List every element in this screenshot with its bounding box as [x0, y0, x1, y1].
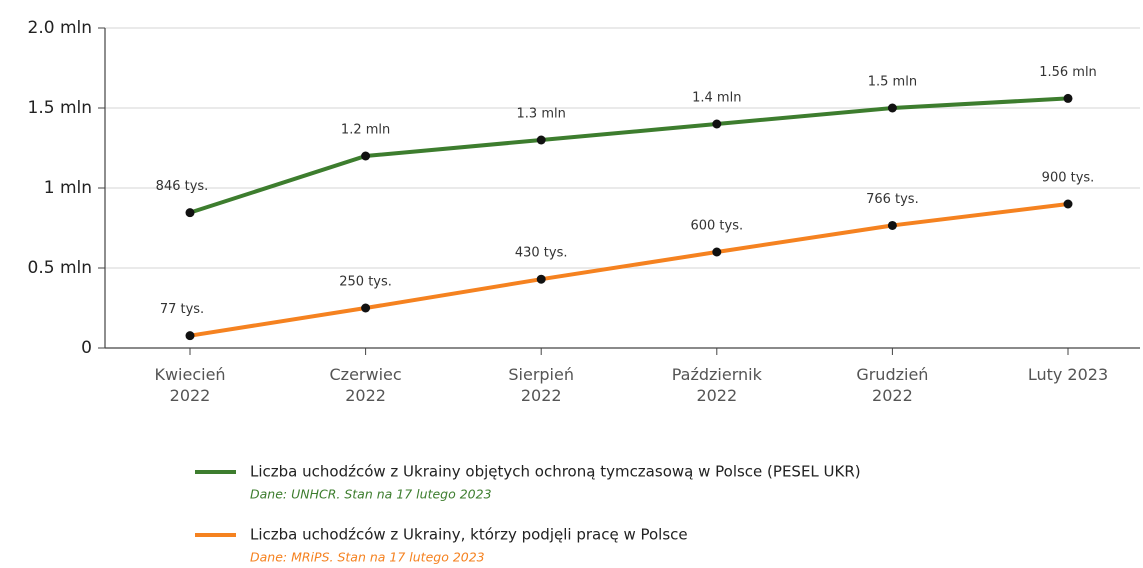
x-tick-label: Kwiecień 2022	[154, 365, 226, 405]
y-tick-label: 0	[81, 338, 92, 358]
data-label: 600 tys.	[690, 219, 743, 234]
y-tick-label: 1 mln	[44, 178, 92, 198]
x-tick-label: Październik 2022	[671, 365, 762, 405]
data-point	[712, 247, 722, 257]
series-line	[189, 202, 1069, 338]
x-tick-label: Czerwiec 2022	[329, 365, 402, 405]
data-point	[361, 303, 371, 313]
data-label: 430 tys.	[515, 246, 568, 261]
data-label: 1.2 mln	[341, 123, 390, 138]
data-point	[887, 103, 897, 113]
data-point	[536, 274, 546, 284]
data-label: 900 tys.	[1042, 171, 1095, 186]
data-label: 846 tys.	[156, 179, 209, 194]
data-point	[185, 208, 195, 218]
x-tick-label: Sierpień 2022	[508, 365, 574, 405]
data-point	[536, 135, 546, 145]
data-label: 766 tys.	[866, 192, 919, 207]
legend-label: Liczba uchodźców z Ukrainy objętych ochr…	[250, 463, 861, 481]
legend-note: Dane: MRiPS. Stan na 17 lutego 2023	[250, 550, 485, 565]
x-tick-label: Luty 2023	[1027, 365, 1109, 384]
data-label: 1.56 mln	[1039, 65, 1097, 80]
data-point	[185, 331, 195, 341]
data-point	[1063, 93, 1073, 103]
data-label: 1.5 mln	[868, 75, 917, 90]
series-line	[189, 96, 1069, 215]
data-label: 77 tys.	[160, 302, 204, 317]
legend-note: Dane: UNHCR. Stan na 17 lutego 2023	[250, 487, 492, 502]
data-point	[712, 119, 722, 129]
data-point	[887, 220, 897, 230]
y-tick-label: 1.5 mln	[28, 98, 93, 118]
y-tick-label: 0.5 mln	[28, 258, 93, 278]
data-label: 1.3 mln	[517, 107, 566, 122]
y-tick-label: 2.0 mln	[28, 18, 93, 38]
data-label: 250 tys.	[339, 275, 392, 290]
legend-label: Liczba uchodźców z Ukrainy, którzy podję…	[250, 526, 688, 544]
x-tick-label: Grudzień 2022	[856, 365, 929, 405]
data-label: 1.4 mln	[692, 91, 741, 106]
data-point	[361, 151, 371, 161]
data-point	[1063, 199, 1073, 209]
